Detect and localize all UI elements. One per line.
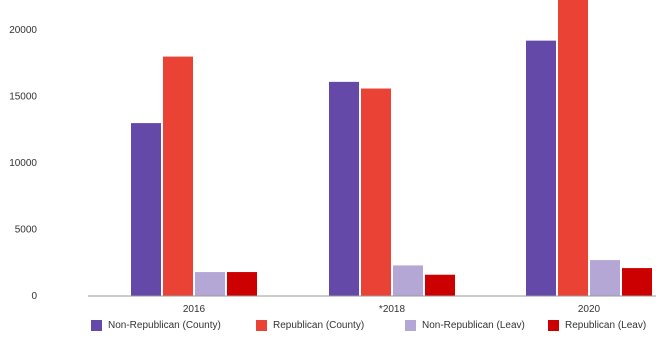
legend-item: Republican (Leav): [548, 320, 646, 331]
legend-label: Republican (County): [273, 320, 365, 331]
bar-chart: 0 5000 10000 15000 20000 2016 *2018 2020: [9, 0, 656, 315]
bar-3-3: [590, 260, 620, 296]
bars: [131, 0, 652, 297]
y-tick-label: 0: [31, 291, 37, 302]
bar-4-1: [227, 272, 257, 296]
legend: Non-Republican (County) Republican (Count…: [0, 320, 665, 340]
bar-3-2: [393, 265, 423, 296]
legend-item: Republican (County): [256, 320, 364, 331]
legend-swatch: [405, 320, 416, 331]
y-tick-label: 20000: [9, 25, 37, 36]
legend-swatch: [548, 320, 559, 331]
bar-3-1: [195, 272, 225, 296]
legend-item: Non-Republican (Leav): [405, 320, 525, 331]
legend-label: Non-Republican (County): [108, 320, 221, 331]
y-axis-ticks: 0 5000 10000 15000 20000: [9, 25, 37, 302]
bar-2-2: [361, 88, 391, 297]
y-tick-label: 5000: [15, 225, 38, 236]
bar-1-3: [526, 40, 556, 296]
legend-swatch: [91, 320, 102, 331]
x-tick-label: 2020: [578, 304, 601, 315]
legend-label: Republican (Leav): [565, 320, 647, 331]
bar-4-3: [622, 268, 652, 296]
x-tick-label: 2016: [183, 304, 206, 315]
legend-swatch: [256, 320, 267, 331]
legend-label: Non-Republican (Leav): [422, 320, 525, 331]
bar-1-2: [329, 81, 359, 297]
bar-1-1: [131, 123, 161, 296]
x-tick-label: *2018: [379, 304, 406, 315]
bar-2-3: [558, 0, 588, 296]
y-tick-label: 10000: [9, 158, 37, 169]
x-axis-ticks: 2016 *2018 2020: [183, 304, 601, 315]
bar-2-1: [163, 56, 193, 296]
bar-4-2: [425, 274, 455, 296]
legend-item: Non-Republican (County): [91, 320, 221, 331]
y-tick-label: 15000: [9, 92, 37, 103]
